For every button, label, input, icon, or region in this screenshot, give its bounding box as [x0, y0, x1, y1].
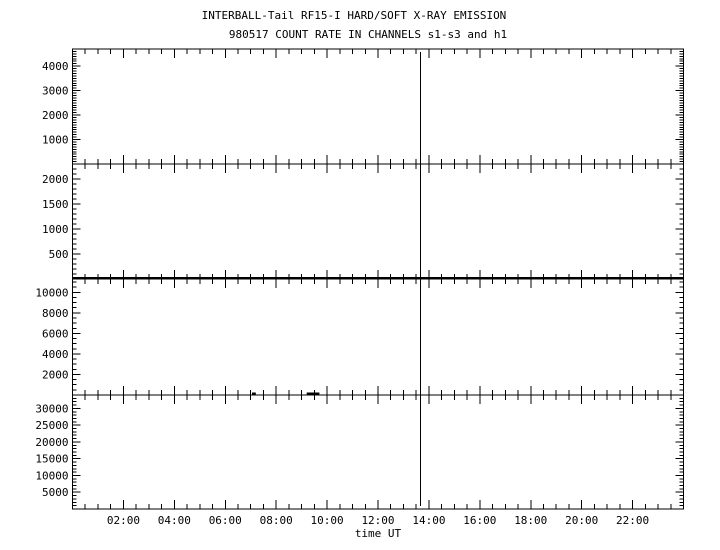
- x-tick-label: 02:00: [107, 514, 140, 527]
- y-tick-label: 1000: [42, 134, 69, 147]
- y-tick-label: 1000: [42, 223, 69, 236]
- panel-4-frame: [72, 394, 684, 510]
- y-tick-label: 2000: [42, 368, 69, 381]
- x-tick-label: 18:00: [514, 514, 547, 527]
- panel-2-frame: [72, 163, 684, 280]
- chart-title: INTERBALL-Tail RF15-I HARD/SOFT X-RAY EM…: [201, 9, 507, 22]
- y-tick-label: 15000: [35, 453, 68, 466]
- y-tick-label: 8000: [42, 307, 69, 320]
- x-tick-label: 16:00: [463, 514, 496, 527]
- y-tick-label: 2000: [42, 173, 69, 186]
- x-tick-label: 22:00: [616, 514, 649, 527]
- x-tick-label: 08:00: [260, 514, 293, 527]
- x-axis-label: time UT: [355, 527, 402, 540]
- panel-3-frame: [72, 278, 684, 396]
- y-tick-label: 5000: [42, 486, 69, 499]
- y-tick-label: 2000: [42, 109, 69, 122]
- y-tick-label: 25000: [35, 419, 68, 432]
- x-tick-label: 06:00: [209, 514, 242, 527]
- x-tick-label: 20:00: [565, 514, 598, 527]
- y-tick-label: 3000: [42, 85, 69, 98]
- x-tick-label: 10:00: [311, 514, 344, 527]
- y-tick-label: 10000: [35, 469, 68, 482]
- y-tick-label: 10000: [35, 286, 68, 299]
- y-tick-label: 4000: [42, 60, 69, 73]
- chart-subtitle: 980517 COUNT RATE IN CHANNELS s1-s3 and …: [228, 28, 508, 41]
- y-tick-label: 20000: [35, 436, 68, 449]
- y-tick-label: 4000: [42, 348, 69, 361]
- x-tick-label: 04:00: [158, 514, 191, 527]
- x-tick-label: 12:00: [361, 514, 394, 527]
- y-tick-label: 1500: [42, 198, 69, 211]
- y-tick-label: 6000: [42, 327, 69, 340]
- y-tick-label: 30000: [35, 402, 68, 415]
- x-tick-label: 14:00: [412, 514, 445, 527]
- y-tick-label: 500: [49, 248, 69, 261]
- panel-1-frame: [72, 48, 684, 165]
